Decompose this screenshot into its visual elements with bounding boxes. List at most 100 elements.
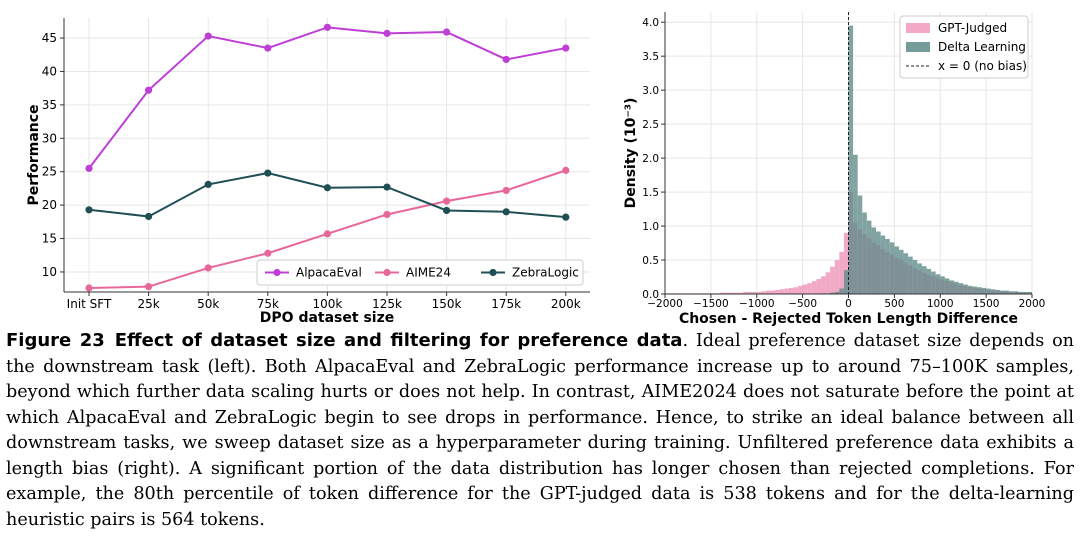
- data-point-aime24: [502, 186, 510, 195]
- data-point-alpacaeval: [264, 44, 272, 52]
- hist-bar-gpt-judged: [756, 291, 762, 294]
- hist-bar-delta-learning: [908, 256, 913, 294]
- hist-bar-delta-learning: [1027, 291, 1032, 294]
- figure-caption: Figure 23 Effect of dataset size and filt…: [6, 328, 1074, 533]
- y-tick-label: 20: [42, 198, 57, 212]
- data-point-alpacaeval: [323, 23, 331, 31]
- hist-bar-delta-learning: [853, 154, 858, 294]
- x-tick-label: 100k: [312, 297, 342, 311]
- hist-bar-delta-learning: [871, 227, 877, 294]
- y-tick-label: 30: [42, 131, 57, 145]
- y-tick-label: 3.0: [642, 85, 659, 97]
- hist-bar-delta-learning: [898, 249, 904, 294]
- hist-bar-delta-learning: [1013, 291, 1019, 294]
- data-point-aime24: [204, 264, 212, 272]
- hist-bar-gpt-judged: [765, 290, 771, 294]
- hist-bar-gpt-judged: [839, 251, 844, 294]
- hist-bar-delta-learning: [1009, 291, 1014, 294]
- hist-bar-delta-learning: [862, 212, 867, 294]
- hist-bar-delta-learning: [940, 276, 945, 294]
- hist-bar-delta-learning: [912, 260, 918, 294]
- hist-bar-delta-learning: [944, 278, 950, 294]
- x-tick-label: −1500: [693, 298, 729, 310]
- x-tick-label: −500: [788, 298, 817, 310]
- data-point-alpacaeval: [562, 44, 570, 52]
- data-point-alpacaeval: [502, 55, 510, 64]
- hist-bar-gpt-judged: [834, 260, 840, 294]
- hist-bar-delta-learning: [848, 25, 854, 294]
- y-tick-label: 1.0: [642, 221, 659, 233]
- data-point-aime24: [383, 210, 391, 219]
- legend-label: AIME24: [406, 266, 451, 280]
- hist-bar-delta-learning: [981, 287, 987, 294]
- legend-label: x = 0 (no bias): [938, 59, 1027, 73]
- hist-bar-gpt-judged: [761, 291, 766, 294]
- hist-bar-delta-learning: [967, 285, 973, 294]
- hist-bar-gpt-judged: [720, 292, 725, 294]
- x-tick-label: 175k: [491, 297, 521, 311]
- legend-label: Delta Learning: [938, 40, 1026, 54]
- legend-label: AlpacaEval: [296, 266, 362, 280]
- x-tick-label: 25k: [137, 297, 159, 311]
- hist-bar-gpt-judged: [825, 272, 831, 294]
- data-point-zebralogic: [145, 212, 153, 221]
- y-tick-label: 15: [42, 232, 57, 246]
- data-point-alpacaeval: [383, 29, 391, 37]
- y-tick-label: 25: [42, 165, 57, 179]
- hist-bar-delta-learning: [880, 235, 886, 294]
- hist-bar-delta-learning: [885, 238, 890, 294]
- y-tick-label: 0.5: [642, 255, 659, 267]
- x-tick-label: 200k: [551, 297, 581, 311]
- legend-label: GPT-Judged: [938, 21, 1007, 35]
- hist-bar-delta-learning: [999, 290, 1005, 294]
- hist-bar-delta-learning: [958, 283, 964, 294]
- hist-bar-delta-learning: [926, 268, 932, 294]
- hist-bar-delta-learning: [894, 246, 899, 294]
- legend-marker: [489, 268, 497, 277]
- hist-bar-gpt-judged: [742, 291, 748, 294]
- hist-bar-gpt-judged: [738, 292, 743, 294]
- hist-bar-delta-learning: [843, 270, 849, 294]
- hist-bar-delta-learning: [1022, 291, 1028, 294]
- hist-bar-gpt-judged: [843, 232, 849, 294]
- hist-bar-delta-learning: [931, 271, 936, 294]
- y-tick-label: 3.5: [642, 51, 659, 63]
- hist-bar-gpt-judged: [770, 290, 776, 294]
- data-point-zebralogic: [383, 183, 391, 191]
- hist-bar-gpt-judged: [793, 287, 799, 294]
- hist-bar-delta-learning: [889, 242, 895, 294]
- data-point-alpacaeval: [145, 86, 153, 94]
- x-tick-label: −1000: [739, 298, 775, 310]
- hist-bar-delta-learning: [866, 220, 872, 294]
- data-point-alpacaeval: [443, 28, 451, 36]
- caption-title-block: Figure 23 Effect of dataset size and filt…: [6, 330, 682, 351]
- hist-bar-delta-learning: [935, 274, 941, 294]
- hist-bar-gpt-judged: [830, 266, 835, 294]
- hist-bar-delta-learning: [834, 291, 840, 294]
- caption-figure-number: Figure 23: [6, 330, 105, 351]
- caption-title: Effect of dataset size and filtering for…: [114, 330, 683, 351]
- hist-bar-gpt-judged: [779, 289, 785, 294]
- hist-bar-delta-learning: [857, 195, 863, 294]
- x-tick-label: 150k: [432, 297, 462, 311]
- hist-bar-gpt-judged: [775, 289, 780, 294]
- hist-bar-gpt-judged: [747, 291, 753, 294]
- hist-bar-delta-learning: [830, 292, 835, 294]
- hist-bar-delta-learning: [995, 289, 1000, 294]
- data-point-zebralogic: [443, 206, 451, 215]
- legend-marker: [273, 268, 281, 277]
- y-axis-label: Performance: [26, 104, 42, 205]
- hist-bar-delta-learning: [976, 287, 982, 294]
- hist-bar-delta-learning: [954, 281, 959, 294]
- x-tick-label: 1500: [973, 298, 1000, 310]
- hist-bar-gpt-judged: [807, 283, 812, 294]
- y-tick-label: 4.0: [642, 17, 659, 29]
- hist-bar-delta-learning: [917, 263, 922, 294]
- y-tick-label: 1.5: [642, 187, 659, 199]
- data-point-aime24: [443, 197, 451, 205]
- data-point-zebralogic: [264, 169, 272, 177]
- x-axis-label: DPO dataset size: [260, 310, 394, 326]
- x-tick-label: 125k: [372, 297, 402, 311]
- x-tick-label: 1000: [927, 298, 954, 310]
- x-tick-label: 50k: [197, 297, 219, 311]
